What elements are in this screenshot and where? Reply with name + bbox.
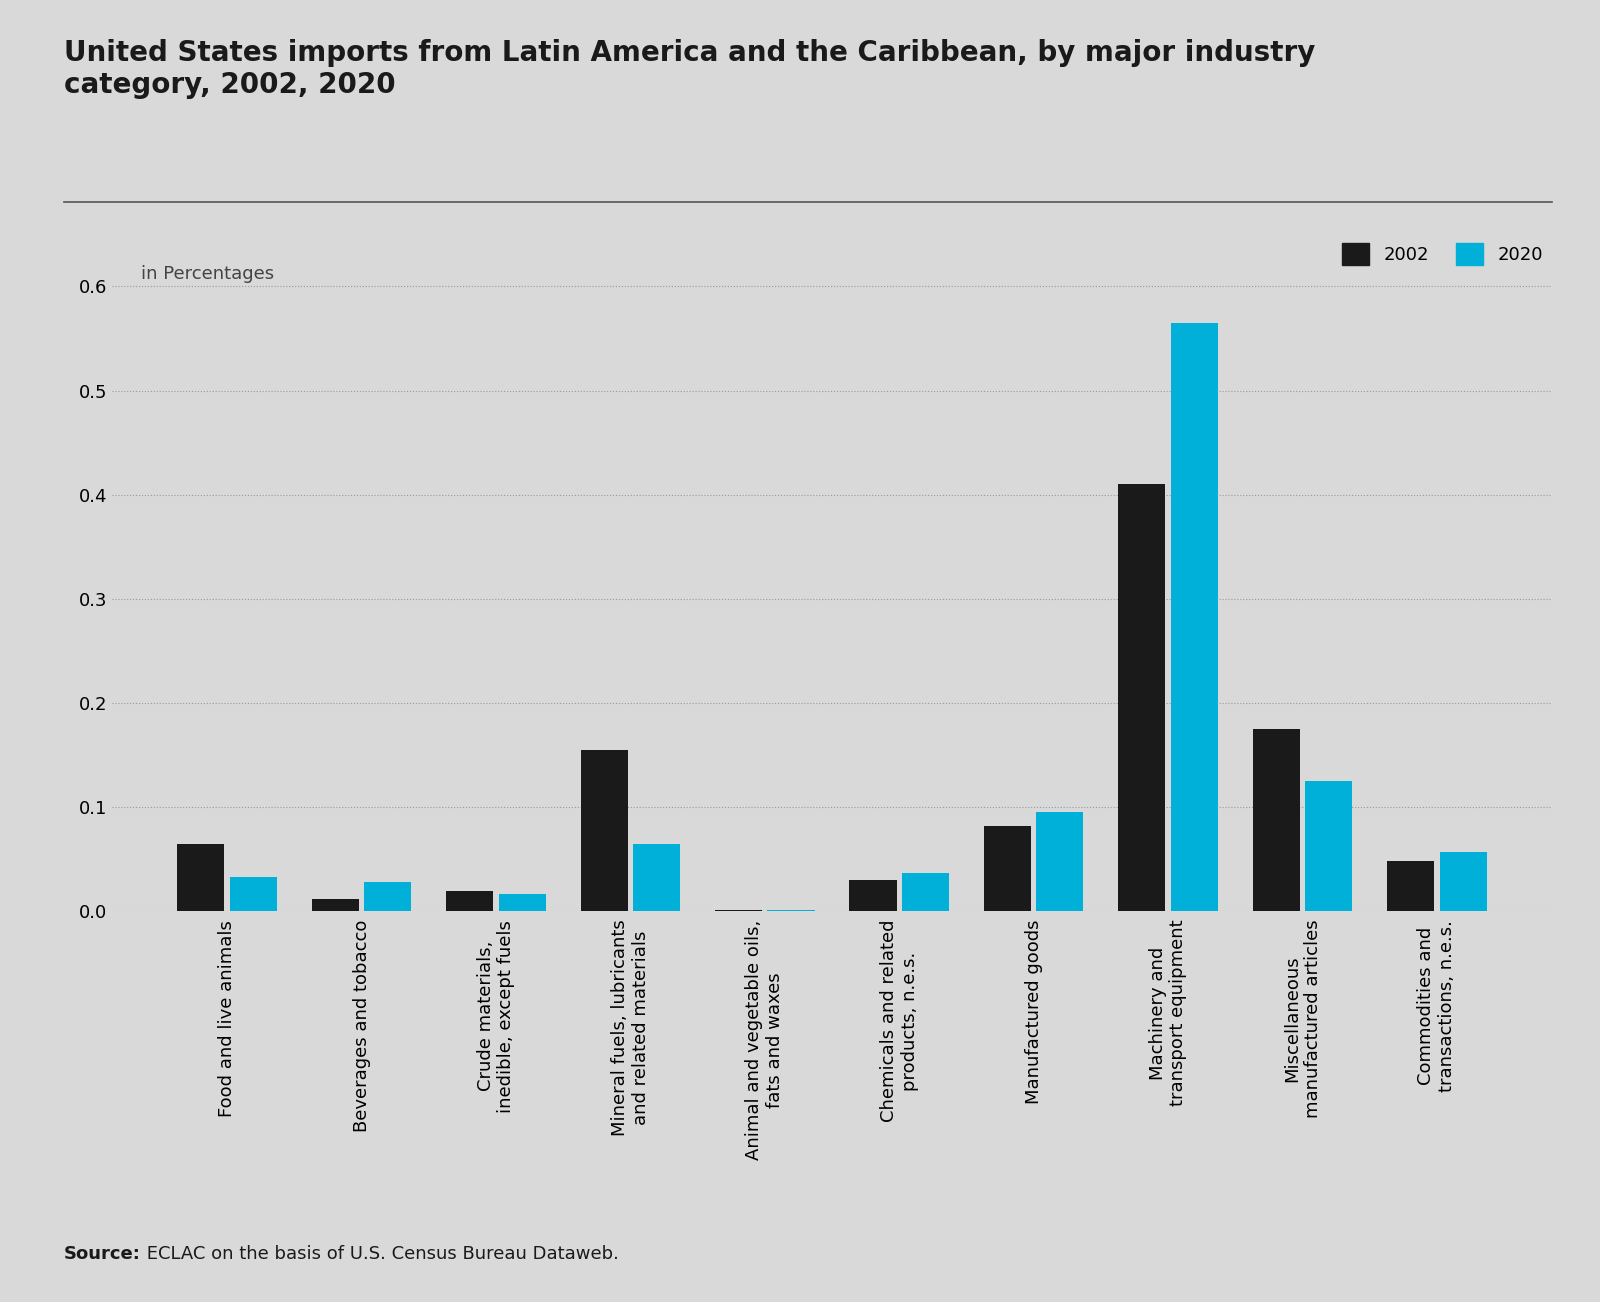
- Text: Source:: Source:: [64, 1245, 141, 1263]
- Bar: [1253, 729, 1299, 911]
- Bar: [850, 880, 896, 911]
- Bar: [902, 872, 949, 911]
- Bar: [1118, 484, 1165, 911]
- Text: ECLAC on the basis of U.S. Census Bureau Dataweb.: ECLAC on the basis of U.S. Census Bureau…: [141, 1245, 619, 1263]
- Bar: [312, 898, 358, 911]
- Bar: [1440, 852, 1486, 911]
- Bar: [446, 891, 493, 911]
- Text: United States imports from Latin America and the Caribbean, by major industry
ca: United States imports from Latin America…: [64, 39, 1315, 99]
- Bar: [581, 750, 627, 911]
- Bar: [1171, 323, 1218, 911]
- Bar: [634, 844, 680, 911]
- Bar: [230, 878, 277, 911]
- Bar: [1037, 812, 1083, 911]
- Bar: [1306, 781, 1352, 911]
- Bar: [178, 844, 224, 911]
- Bar: [984, 825, 1030, 911]
- Legend: 2002, 2020: 2002, 2020: [1342, 243, 1542, 266]
- Bar: [499, 893, 546, 911]
- Bar: [365, 883, 411, 911]
- Bar: [1387, 862, 1434, 911]
- Text: in Percentages: in Percentages: [141, 264, 274, 283]
